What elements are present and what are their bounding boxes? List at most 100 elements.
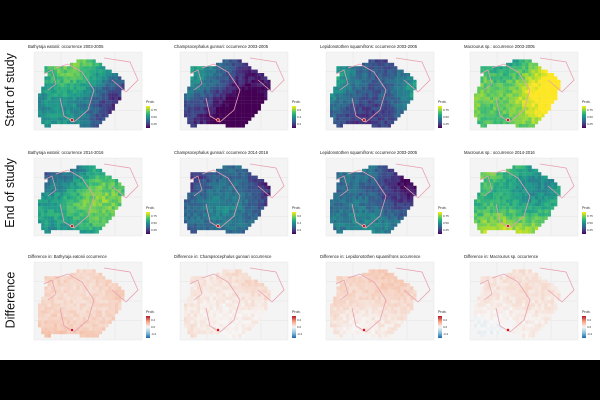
panel-title: Lepidonotothen squamifrons: occurrence 2…	[320, 44, 418, 49]
heatmap-cell	[528, 223, 532, 227]
heatmap-cell	[219, 107, 223, 111]
heatmap-cell	[219, 306, 223, 311]
heatmap-cell	[222, 279, 226, 284]
heatmap-cell	[358, 79, 363, 84]
heatmap-cell	[76, 168, 80, 173]
heatmap-cell	[216, 272, 220, 277]
heatmap-cell	[410, 182, 414, 186]
heatmap-cell	[358, 283, 363, 287]
heatmap-cell	[362, 196, 366, 200]
heatmap-cell	[76, 196, 80, 200]
heatmap-cell	[522, 113, 526, 118]
heatmap-cell	[254, 76, 258, 80]
heatmap-cell	[54, 303, 58, 307]
heatmap-cell	[89, 192, 93, 197]
heatmap-cell	[82, 289, 87, 294]
heatmap-cell	[387, 230, 391, 234]
heatmap-cell	[333, 296, 337, 301]
heatmap-cell	[352, 320, 356, 324]
heatmap-cell	[339, 226, 343, 231]
heatmap-cell	[384, 113, 388, 118]
heatmap-cell	[60, 175, 64, 180]
heatmap-cell	[70, 79, 74, 84]
heatmap-cell	[98, 279, 103, 284]
heatmap-cell	[493, 206, 497, 210]
heatmap-cell	[387, 216, 391, 220]
heatmap-cell	[111, 107, 115, 111]
heatmap-cell	[531, 76, 535, 80]
heatmap-cell	[352, 179, 356, 183]
heatmap-cell	[371, 293, 375, 297]
heatmap-cell	[339, 79, 343, 84]
heatmap-cell	[47, 216, 51, 220]
heatmap-cell	[554, 185, 558, 190]
heatmap-cell	[76, 96, 80, 101]
heatmap-cell	[368, 168, 372, 173]
heatmap-cell	[70, 189, 74, 193]
heatmap-cell	[222, 103, 226, 108]
panel-title: Difference in: Lepidonotothen squamifron…	[320, 254, 421, 259]
heatmap-cell	[525, 93, 529, 97]
heatmap-cell	[235, 86, 239, 91]
heatmap-cell	[355, 93, 359, 97]
heatmap-cell	[381, 182, 385, 186]
heatmap-cell	[57, 185, 61, 190]
heatmap-cell	[518, 196, 523, 200]
heatmap-cell	[47, 86, 51, 91]
heatmap-cell	[225, 168, 229, 173]
heatmap-cell	[509, 206, 513, 210]
heatmap-cell	[486, 179, 491, 183]
heatmap-cell	[190, 124, 194, 128]
heatmap-cell	[355, 86, 359, 91]
heatmap-cell	[486, 223, 491, 227]
heatmap-cell	[216, 175, 220, 180]
heatmap-cell	[232, 283, 236, 287]
heatmap-cell	[403, 300, 407, 304]
heatmap-cell	[203, 279, 207, 284]
heatmap-cell	[114, 179, 119, 183]
heatmap-cell	[486, 219, 491, 224]
heatmap-cell	[60, 206, 64, 210]
heatmap-cell	[86, 300, 90, 304]
heatmap-cell	[387, 219, 391, 224]
heatmap-cell	[50, 330, 55, 335]
heatmap-cell	[486, 196, 491, 200]
heatmap-cell	[531, 213, 535, 217]
heatmap-cell	[241, 330, 245, 335]
heatmap-cell	[238, 124, 242, 128]
heatmap-cell	[346, 226, 350, 231]
heatmap-cell	[333, 320, 337, 324]
heatmap-cell	[384, 182, 388, 186]
heatmap-cell	[184, 103, 188, 108]
legend-tick-label: -0.2	[443, 332, 449, 336]
heatmap-cell	[349, 79, 353, 84]
heatmap-cell	[92, 216, 96, 220]
heatmap-cell	[200, 73, 204, 77]
heatmap-cell	[267, 293, 271, 297]
heatmap-cell	[358, 69, 363, 74]
heatmap-cell	[365, 199, 369, 203]
heatmap-cell	[368, 66, 372, 70]
heatmap-cell	[336, 327, 340, 331]
heatmap-cell	[219, 76, 223, 80]
heatmap-cell	[95, 124, 99, 128]
heatmap-cell	[515, 103, 519, 108]
heatmap-cell	[73, 73, 77, 77]
heatmap-cell	[336, 117, 340, 121]
heatmap-cell	[222, 196, 226, 200]
heatmap-cell	[216, 323, 220, 328]
heatmap-cell	[38, 219, 42, 224]
heatmap-cell	[342, 216, 347, 220]
heatmap-cell	[232, 306, 236, 311]
heatmap-cell	[66, 226, 71, 231]
heatmap-cell	[260, 185, 265, 190]
heatmap-cell	[358, 86, 363, 91]
heatmap-cell	[190, 113, 194, 118]
heatmap-cell	[41, 86, 45, 91]
heatmap-cell	[368, 330, 372, 335]
heatmap-cell	[358, 202, 363, 207]
heatmap-cell	[196, 283, 201, 287]
heatmap-cell	[50, 73, 55, 77]
heatmap-cell	[257, 209, 261, 214]
heatmap-cell	[241, 73, 245, 77]
